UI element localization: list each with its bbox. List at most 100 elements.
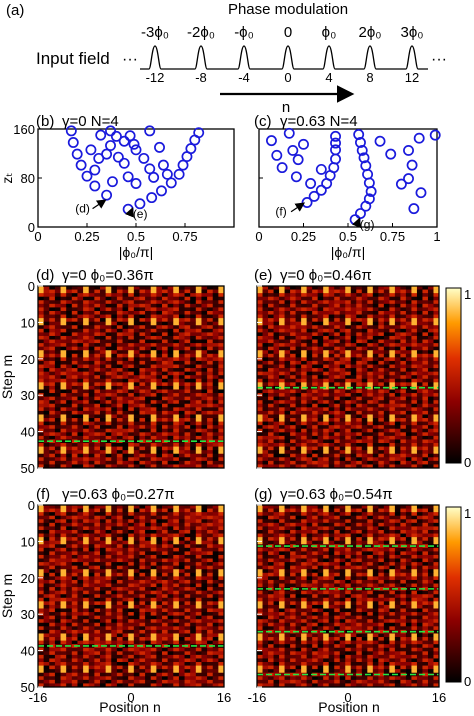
heatmap-cell (284, 321, 291, 326)
heatmap-cell (133, 446, 140, 451)
heatmap-cell (207, 633, 214, 638)
heatmap-cell (361, 350, 368, 355)
heatmap-cell (262, 332, 269, 337)
heatmap-cell (422, 435, 429, 440)
heatmap-cell (139, 619, 146, 624)
heatmap-cell (411, 425, 418, 430)
heatmap-cell (122, 414, 129, 419)
heatmap-cell (49, 378, 56, 383)
heatmap-cell (66, 619, 73, 624)
heatmap-cell (116, 637, 123, 641)
heatmap-cell (150, 389, 157, 394)
heatmap-cell (195, 389, 202, 394)
heatmap-cell (334, 318, 341, 322)
heatmap-cell (400, 414, 407, 419)
heatmap-cell (60, 410, 67, 415)
heatmap-cell (389, 450, 396, 455)
heatmap-cell (212, 293, 219, 298)
heatmap-cell (54, 558, 61, 563)
heatmap-cell (43, 590, 50, 595)
heatmap-cell (173, 529, 180, 534)
heatmap-cell (122, 364, 129, 369)
heatmap-cell (71, 393, 78, 397)
heatmap-cell (94, 612, 101, 616)
heatmap-cell (116, 432, 123, 437)
heatmap-cell (100, 396, 106, 401)
heatmap-cell (257, 407, 263, 412)
heatmap-cell (284, 453, 291, 458)
heatmap-cell (105, 343, 112, 347)
colorbar-top-min: 0 (464, 455, 471, 470)
heatmap-cell (273, 403, 280, 408)
heatmap-cell (350, 307, 357, 312)
heatmap-cell (195, 597, 202, 602)
heatmap-cell (190, 346, 197, 351)
heatmap-cell (312, 357, 318, 362)
heatmap-cell (173, 562, 180, 566)
heatmap-cell (212, 562, 219, 566)
heatmap-cell (218, 360, 225, 365)
heatmap-cell (400, 425, 407, 430)
heatmap-cell (350, 339, 357, 344)
heatmap-cell (422, 335, 429, 340)
heatmap-cell (167, 396, 174, 401)
heatmap-cell (111, 576, 118, 581)
heatmap-cell (111, 296, 118, 301)
heatmap-cell (361, 403, 368, 408)
heatmap-cell (54, 658, 61, 663)
heatmap-cell (284, 457, 291, 462)
heatmap-cell (207, 303, 214, 308)
heatmap-cell (356, 389, 363, 394)
heatmap-cell (190, 382, 197, 387)
heatmap-cell (334, 300, 341, 305)
heatmap-cell (323, 310, 329, 315)
heatmap-cell (150, 529, 157, 534)
heatmap-cell (184, 508, 191, 513)
heatmap-cell (100, 443, 106, 447)
heatmap-cell (128, 569, 135, 574)
heatmap-cell (207, 505, 214, 509)
heatmap-cell (122, 601, 129, 606)
heatmap-cell (77, 601, 84, 606)
heatmap-cell (83, 651, 90, 656)
heatmap-cell (356, 353, 363, 358)
heatmap-cell (328, 314, 335, 319)
heatmap-cell (94, 654, 101, 659)
heatmap-cell (279, 353, 285, 358)
heatmap-cell (207, 357, 214, 362)
heatmap-cell (389, 314, 396, 319)
heatmap-cell (207, 400, 214, 405)
heatmap-cell (279, 393, 285, 397)
heatmap-cell (218, 460, 225, 465)
heatmap-cell (38, 428, 44, 433)
heatmap-cell (49, 457, 56, 462)
heatmap-cell (295, 428, 302, 433)
heatmap-cell (83, 360, 90, 365)
heatmap-cell (356, 457, 363, 462)
heatmap-cell (207, 622, 214, 627)
heatmap-cell (43, 615, 50, 620)
heatmap-cell (416, 457, 423, 462)
heatmap-cell (88, 407, 95, 412)
heatmap-cell (122, 443, 129, 447)
heatmap-cell (60, 353, 67, 358)
heatmap-cell (156, 569, 163, 574)
heatmap-cell (162, 633, 168, 638)
data-point (75, 159, 87, 171)
heatmap-cell (43, 619, 50, 624)
heatmap-cell (195, 375, 202, 380)
heatmap-cell (195, 364, 202, 369)
heatmap-cell (116, 579, 123, 584)
heatmap-cell (54, 418, 61, 422)
heatmap-cell (100, 357, 106, 362)
heatmap-cell (94, 396, 101, 401)
heatmap-cell (60, 310, 67, 315)
heatmap-cell (195, 432, 202, 437)
heatmap-cell (405, 393, 412, 397)
heatmap-cell (383, 328, 390, 333)
heatmap-cell (350, 364, 357, 369)
heatmap-cell (122, 576, 129, 581)
heatmap-cell (167, 414, 174, 419)
heatmap-cell (116, 289, 123, 294)
heatmap-cell (150, 612, 157, 616)
